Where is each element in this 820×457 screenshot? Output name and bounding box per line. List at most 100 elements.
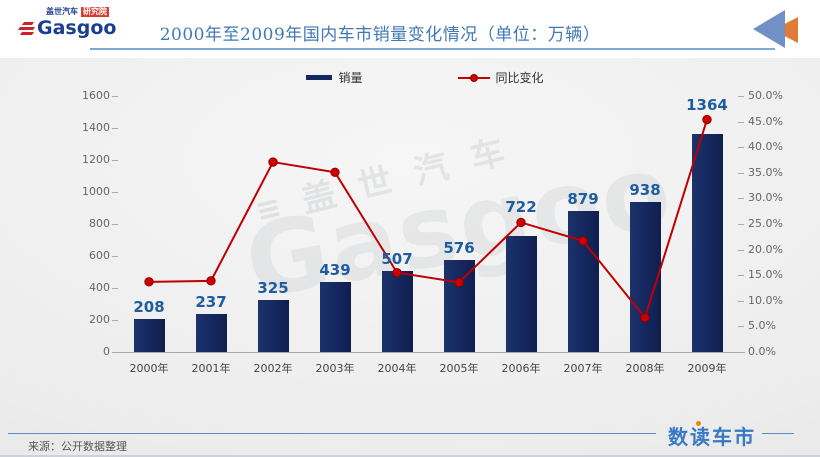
yoy-data-point (392, 267, 402, 278)
footer-rule-right (762, 433, 794, 434)
sales-bar (629, 201, 661, 352)
x-axis-line (112, 352, 745, 353)
x-axis-label: 2005年 (439, 362, 479, 375)
y-axis-right-tick (738, 300, 744, 302)
gasgoo-stripes-icon (17, 21, 36, 35)
y-axis-right-label: 15.0% (748, 268, 783, 282)
yoy-data-point (268, 157, 278, 167)
sales-bar (691, 133, 723, 352)
sales-bar (567, 211, 599, 352)
bar-value-label: 507 (381, 249, 413, 268)
bar-value-label: 208 (133, 297, 165, 316)
gasgoo-logo-badge: 研究院 (81, 7, 109, 17)
x-axis-label: 2001年 (191, 362, 231, 375)
y-axis-right-label: 25.0% (748, 217, 783, 230)
page-title: 2000年至2009年国内车市销量变化情况（单位：万辆） (159, 25, 601, 45)
bar-value-label: 237 (195, 293, 227, 312)
sales-bar (381, 270, 413, 352)
bottom-edge-strip (0, 455, 820, 457)
y-axis-right-tick (738, 326, 744, 328)
yoy-data-point (578, 236, 588, 246)
y-axis-right-label: 50.0% (748, 89, 783, 102)
shuduchehsi-logo-text: 数读车市 (668, 425, 756, 449)
y-axis-right-label: 20.0% (748, 242, 783, 256)
y-axis-right-tick (738, 224, 744, 225)
y-axis-right-tick (738, 121, 744, 123)
gasgoo-logo-wordmark: Gasgoo (37, 17, 117, 39)
x-axis-label: 2003年 (315, 362, 355, 375)
yoy-data-point (454, 277, 464, 288)
gasgoo-logo-main: Gasgoo (17, 17, 117, 39)
y-axis-left-label: 200 (89, 313, 110, 326)
y-axis-right-tick (738, 147, 744, 149)
y-axis-left-label: 600 (89, 249, 110, 262)
yoy-data-point (206, 276, 216, 286)
bar-value-label: 1364 (686, 95, 728, 114)
sales-bar (257, 300, 289, 352)
sales-bar (133, 318, 165, 352)
y-axis-left-tick (112, 288, 118, 289)
y-axis-right-tick (738, 249, 744, 251)
x-axis-label: 2008年 (625, 362, 665, 375)
y-axis-left-label: 1200 (82, 153, 110, 166)
y-axis-left-label: 1400 (82, 121, 110, 134)
y-axis-right-tick (738, 198, 744, 200)
y-axis-right-tick (738, 275, 744, 277)
legend-item-sales: 销量 (306, 69, 363, 86)
gasgoo-logo: 盖世汽车 研究院 Gasgoo (17, 7, 117, 39)
y-axis-right-label: 30.0% (748, 191, 783, 205)
yoy-data-point (640, 312, 650, 323)
legend-line-swatch (457, 73, 490, 82)
shuduchehsi-logo: 数读车市 (668, 421, 756, 450)
bar-value-label: 938 (629, 180, 661, 199)
y-axis-right-label: 40.0% (748, 140, 783, 154)
legend-yoy-label: 同比变化 (495, 71, 544, 85)
x-axis-label: 2007年 (563, 362, 603, 375)
footer-rule-left (8, 433, 656, 434)
y-axis-left-tick (112, 96, 118, 97)
chart-legend: 销量 同比变化 (15, 69, 820, 86)
y-axis-left-label: 1600 (82, 89, 110, 102)
bar-value-label: 879 (567, 190, 599, 209)
y-axis-right-label: 10.0% (748, 293, 783, 307)
bar-value-label: 576 (443, 238, 475, 257)
yoy-data-point (516, 217, 526, 228)
y-axis-right-label: 45.0% (748, 114, 783, 128)
legend-sales-label: 销量 (338, 71, 363, 85)
y-axis-left-tick (112, 352, 118, 353)
y-axis-right-tick (738, 96, 744, 97)
x-axis-label: 2006年 (501, 362, 541, 375)
title-underline (90, 48, 775, 50)
gasgoo-logo-topline: 盖世汽车 研究院 (46, 7, 116, 17)
y-axis-left-tick (112, 320, 118, 321)
y-axis-left-tick (112, 192, 118, 193)
sales-bar (195, 314, 227, 352)
gasgoo-logo-cn: 盖世汽车 (46, 7, 78, 16)
source-note: 来源：公开数据整理 (28, 440, 127, 453)
y-axis-left-label: 1000 (82, 185, 110, 198)
y-axis-left-tick (112, 256, 118, 257)
y-axis-right-tick (738, 352, 744, 353)
y-axis-left-tick (112, 128, 118, 129)
header-bar: 盖世汽车 研究院 Gasgoo 2000年至2009年国内车市销量变化情况（单位… (0, 0, 820, 58)
x-axis-label: 2002年 (253, 362, 293, 375)
decorative-arrow-blue-icon (753, 10, 785, 48)
x-axis-label: 2004年 (377, 362, 417, 375)
legend-item-yoy: 同比变化 (457, 69, 544, 86)
y-axis-right-label: 0.0% (748, 345, 776, 358)
sales-bar (443, 259, 475, 352)
sales-bar (505, 236, 537, 352)
bar-value-label: 439 (319, 260, 351, 279)
sales-bar (319, 281, 351, 352)
yoy-data-point (144, 277, 154, 287)
y-axis-left-label: 400 (89, 281, 110, 294)
logo-orange-dot-icon (696, 421, 701, 426)
y-axis-left-tick (112, 224, 118, 225)
y-axis-left-label: 0 (103, 345, 110, 358)
y-axis-right-label: 35.0% (748, 165, 783, 179)
y-axis-right-tick (738, 172, 744, 174)
y-axis-left-tick (112, 160, 118, 161)
